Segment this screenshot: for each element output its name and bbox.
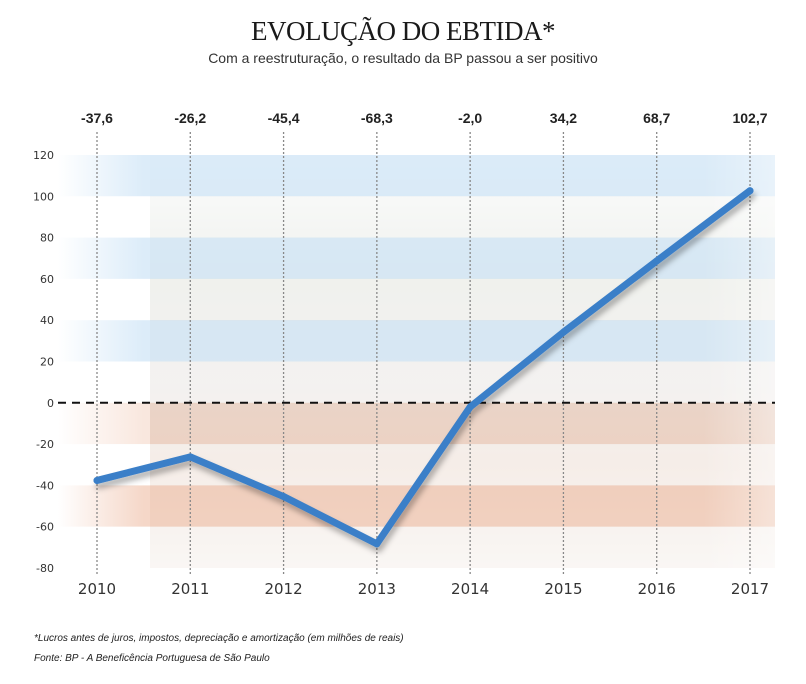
x-tick-label: 2014 (451, 580, 489, 598)
y-tick-label: -80 (36, 562, 54, 575)
data-point-2010 (93, 476, 101, 484)
data-label: -45,4 (268, 110, 300, 126)
source-note: Fonte: BP - A Beneficência Portuguesa de… (34, 653, 270, 664)
x-tick-label: 2017 (731, 580, 769, 598)
y-tick-label: 40 (40, 314, 54, 327)
footnote: *Lucros antes de juros, impostos, deprec… (34, 633, 404, 644)
y-tick-label: 60 (40, 273, 54, 286)
y-tick-label: -20 (36, 438, 54, 451)
data-label: 102,7 (732, 110, 767, 126)
x-tick-label: 2016 (638, 580, 676, 598)
y-tick-label: 0 (47, 397, 54, 410)
data-label: 68,7 (643, 110, 670, 126)
band-fade (58, 155, 775, 568)
y-tick-label: 100 (33, 190, 54, 203)
data-point-2015 (559, 328, 567, 336)
x-tick-label: 2015 (544, 580, 582, 598)
data-point-2011 (186, 453, 194, 461)
x-tick-label: 2012 (264, 580, 302, 598)
data-point-2012 (280, 493, 288, 501)
y-tick-label: 20 (40, 356, 54, 369)
data-point-2017 (746, 187, 754, 195)
data-point-2016 (653, 257, 661, 265)
x-tick-label: 2013 (358, 580, 396, 598)
chart-title: EVOLUÇÃO DO EBTIDA* (251, 16, 555, 46)
data-point-2014 (466, 403, 474, 411)
x-tick-label: 2011 (171, 580, 209, 598)
data-label: -2,0 (458, 110, 482, 126)
data-label: -68,3 (361, 110, 393, 126)
y-tick-label: -60 (36, 521, 54, 534)
data-label: -37,6 (81, 110, 113, 126)
ebitda-line (93, 187, 754, 548)
data-label: -26,2 (174, 110, 206, 126)
y-tick-label: 80 (40, 232, 54, 245)
data-label: 34,2 (550, 110, 577, 126)
x-tick-label: 2010 (78, 580, 116, 598)
chart-subtitle: Com a reestruturação, o resultado da BP … (208, 50, 598, 66)
y-tick-label: -40 (36, 479, 54, 492)
y-tick-label: 120 (33, 149, 54, 162)
data-point-2013 (373, 540, 381, 548)
